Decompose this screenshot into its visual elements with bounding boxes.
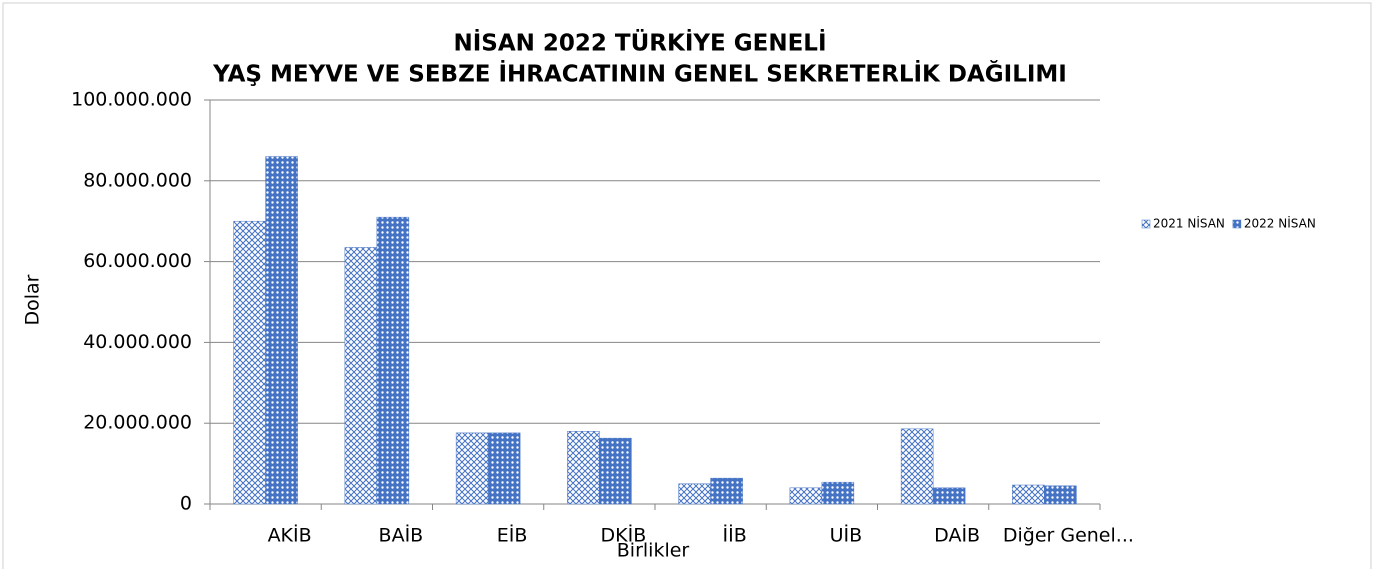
y-tick-label: 80.000.000: [83, 169, 192, 191]
bar: [487, 432, 521, 505]
y-tick-label: 60.000.000: [83, 250, 192, 272]
x-tick-label: AKİB: [268, 524, 312, 547]
y-tick-label: 0: [180, 493, 192, 515]
bar: [900, 428, 934, 505]
x-axis-title: Birlikler: [617, 540, 690, 562]
bar: [821, 481, 855, 505]
bar: [678, 483, 711, 505]
y-tick-label: 40.000.000: [83, 331, 192, 353]
x-tick-label: Diğer Genel...: [1003, 525, 1134, 547]
legend-marker: [1141, 219, 1151, 229]
bar: [344, 247, 378, 505]
bar: [710, 477, 743, 505]
chart-title: YAŞ MEYVE VE SEBZE İHRACATININ GENEL SEK…: [212, 60, 1067, 88]
bar: [932, 487, 966, 505]
x-tick-label: İİB: [723, 524, 747, 547]
legend-marker: [1232, 219, 1242, 229]
bar: [265, 156, 298, 505]
x-tick-label: DAİB: [934, 524, 980, 547]
bar: [1012, 484, 1045, 505]
y-tick-label: 20.000.000: [83, 412, 192, 434]
chart-title: NİSAN 2022 TÜRKİYE GENELİ: [453, 29, 826, 57]
y-axis-title: Dolar: [22, 274, 44, 325]
x-tick-label: UİB: [830, 524, 863, 547]
x-tick-label: DKİB: [601, 524, 647, 547]
bar: [376, 216, 410, 505]
y-tick-label: 100.000.000: [71, 89, 192, 111]
bar: [455, 432, 489, 505]
x-tick-label: EİB: [497, 524, 528, 547]
bar: [567, 431, 600, 505]
legend-label: 2021 NİSAN: [1153, 216, 1225, 231]
legend-label: 2022 NİSAN: [1244, 216, 1316, 231]
bar: [1044, 485, 1077, 505]
x-tick-label: BAİB: [379, 524, 424, 547]
bar: [789, 487, 823, 505]
bar: [599, 437, 632, 505]
bar: [233, 220, 266, 505]
